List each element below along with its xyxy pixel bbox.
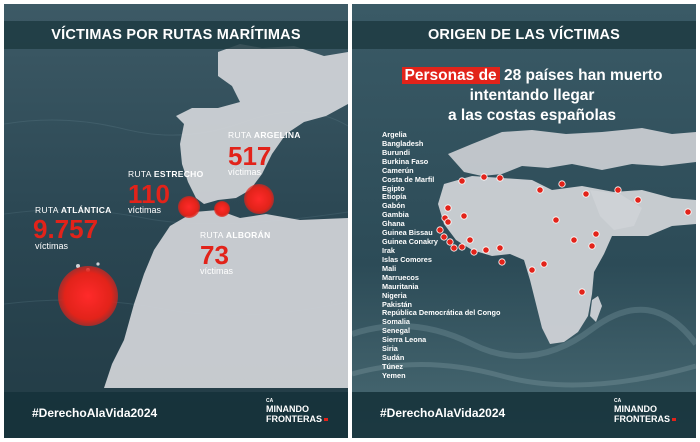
route-argelina-unit: víctimas	[228, 167, 262, 177]
origin-marker	[460, 212, 468, 220]
route-estrecho-count: 110	[128, 179, 170, 209]
origin-marker	[552, 216, 560, 224]
origin-marker	[634, 196, 642, 204]
origin-marker	[496, 174, 504, 182]
left-panel-title: VÍCTIMAS POR RUTAS MARÍTIMAS	[4, 21, 348, 49]
argelina-bubble	[244, 184, 274, 214]
origin-marker	[496, 244, 504, 252]
right-panel-title: ORIGEN DE LAS VÍCTIMAS	[352, 21, 696, 49]
headline-line2: intentando llegar	[469, 87, 595, 104]
origin-marker	[570, 236, 578, 244]
origin-marker	[614, 186, 622, 194]
estrecho-bubble	[178, 196, 200, 218]
origin-marker	[458, 243, 466, 251]
list-item: Gabón	[382, 201, 406, 211]
list-item: Somalia	[382, 317, 410, 327]
list-item: Mali	[382, 263, 397, 273]
list-item: Camerún	[382, 165, 414, 175]
origin-marker	[498, 258, 506, 266]
sea-background	[4, 4, 348, 438]
country-list: Argelia Bangladesh Burundi Burkina Faso …	[382, 130, 501, 381]
route-argelina-label: RUTA ARGELINA	[228, 130, 301, 140]
left-footer: #DerechoAlaVida2024 CA MINANDO FRONTERAS	[4, 392, 348, 438]
route-estrecho-label: RUTA ESTRECHO	[128, 169, 204, 179]
origin-marker	[482, 246, 490, 254]
route-atlantica-count: 9.757	[33, 214, 99, 244]
origin-marker	[436, 226, 444, 234]
hashtag: #DerechoAlaVida2024	[380, 406, 506, 420]
list-item: Islas Comores	[382, 254, 432, 264]
list-item: Burkina Faso	[382, 156, 429, 166]
list-item: Siria	[382, 344, 398, 354]
list-item: República Democrática del Congo	[382, 308, 501, 318]
origin-marker	[470, 248, 478, 256]
right-panel: ORIGEN DE LAS VÍCTIMAS Personas de 28 pa…	[352, 4, 696, 438]
list-item: Guinea Bissau	[382, 228, 433, 238]
right-footer: #DerechoAlaVida2024 CA MINANDO FRONTERAS	[352, 392, 696, 438]
origin-marker	[444, 218, 452, 226]
headline-line3: a las costas españolas	[447, 107, 616, 124]
list-item: Sierra Leona	[382, 335, 427, 345]
origin-marker	[578, 288, 586, 296]
origin-marker	[528, 266, 536, 274]
caminando-fronteras-logo: CA MINANDO FRONTERAS	[614, 398, 676, 424]
route-argelina-count: 517	[228, 141, 272, 171]
list-item: Marruecos	[382, 272, 419, 282]
origin-marker	[444, 204, 452, 212]
origin-marker	[466, 236, 474, 244]
list-item: Burundi	[382, 147, 410, 157]
origin-marker	[540, 260, 548, 268]
africa-land	[104, 210, 348, 388]
list-item: Nigeria	[382, 290, 407, 300]
list-item: Pakistán	[382, 299, 413, 309]
left-panel: VÍCTIMAS POR RUTAS MARÍTIMAS RUTA ATLÁNT…	[4, 4, 348, 438]
origin-markers	[436, 173, 692, 296]
list-item: Ghana	[382, 219, 405, 229]
route-alboran-label: RUTA ALBORÁN	[200, 230, 271, 240]
list-item: Senegal	[382, 326, 410, 336]
iberia-land	[176, 44, 348, 204]
list-item: Sudán	[382, 353, 405, 363]
origin-marker	[480, 173, 488, 181]
origin-marker	[558, 180, 566, 188]
list-item: Etiopía	[382, 192, 407, 202]
route-estrecho-unit: víctimas	[128, 205, 162, 215]
origin-marker	[440, 233, 448, 241]
europe-land	[448, 128, 696, 176]
list-item: Costa de Marfil	[382, 174, 435, 184]
route-alboran-count: 73	[200, 240, 229, 270]
route-atlantica-unit: víctimas	[35, 241, 69, 251]
list-item: Egipto	[382, 183, 405, 193]
origin-marker	[582, 190, 590, 198]
origin-marker	[446, 238, 454, 246]
list-item: Guinea Conakry	[382, 237, 438, 247]
list-item: Bangladesh	[382, 138, 424, 148]
route-alboran-unit: víctimas	[200, 266, 234, 276]
origin-marker	[592, 230, 600, 238]
origin-marker	[536, 186, 544, 194]
caminando-fronteras-logo: CA MINANDO FRONTERAS	[266, 398, 328, 424]
atlantica-bubble	[58, 266, 118, 326]
list-item: Yemen	[382, 370, 406, 380]
list-item: Túnez	[382, 361, 404, 371]
origin-marker	[684, 208, 692, 216]
headline-highlight: Personas de	[401, 67, 500, 84]
alboran-bubble	[214, 201, 230, 217]
origin-marker	[588, 242, 596, 250]
list-item: Argelia	[382, 130, 407, 139]
list-item: Irak	[382, 245, 395, 255]
headline: Personas de 28 países han muerto intenta…	[372, 66, 692, 126]
origin-marker	[450, 244, 458, 252]
hashtag: #DerechoAlaVida2024	[32, 406, 158, 420]
headline-line1: 28 países han muerto	[499, 67, 663, 84]
list-item: Gambia	[382, 210, 409, 220]
list-item: Mauritania	[382, 281, 419, 291]
route-atlantica-label: RUTA ATLÁNTICA	[35, 205, 112, 215]
origin-marker	[458, 177, 466, 185]
